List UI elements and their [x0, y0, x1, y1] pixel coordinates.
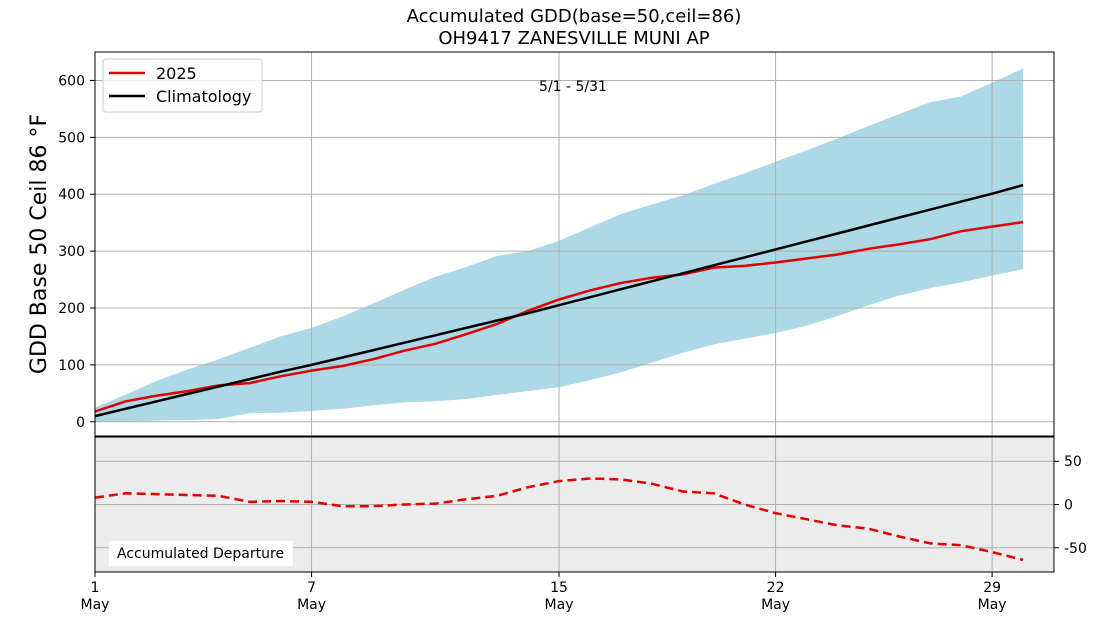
x-tick-month: May	[81, 597, 110, 613]
y-tick-label: 400	[58, 187, 85, 203]
y-tick-label: 600	[58, 73, 85, 89]
x-tick-month: May	[297, 597, 326, 613]
x-tick-day: 7	[307, 580, 316, 596]
departure-y-ticks: 50 0 -50	[1054, 454, 1087, 557]
chart-subtitle: OH9417 ZANESVILLE MUNI AP	[438, 28, 709, 49]
main-panel: 0 100 200 300 400 500 600 5/1 - 5/31 GDD Base …	[27, 51, 1055, 437]
dep-y-tick-label: -50	[1064, 541, 1087, 557]
y-tick-label: 300	[58, 244, 85, 260]
series-line-2025	[94, 220, 1024, 413]
x-tick-day: 15	[550, 580, 568, 596]
departure-label-box	[109, 541, 293, 566]
main-frame	[94, 51, 1055, 437]
x-tick-day: 29	[983, 580, 1001, 596]
x-tick-month: May	[978, 597, 1007, 613]
dep-y-tick-label: 50	[1064, 454, 1082, 470]
chart-title: Accumulated GDD(base=50,ceil=86)	[407, 6, 742, 27]
x-tick-day: 22	[767, 580, 785, 596]
y-tick-label: 200	[58, 301, 85, 317]
departure-frame	[94, 436, 1055, 573]
x-tick-month: May	[545, 597, 574, 613]
legend-label-2025: 2025	[156, 64, 197, 83]
date-range-label: 5/1 - 5/31	[539, 79, 607, 95]
y-tick-label: 0	[76, 415, 85, 431]
y-tick-label: 500	[58, 130, 85, 146]
y-tick-label: 100	[58, 358, 85, 374]
legend: 2025 Climatology	[102, 58, 263, 113]
x-tick-day: 1	[91, 580, 100, 596]
main-y-ticks: 0 100 200 300 400 500 600	[58, 73, 95, 431]
departure-label: Accumulated Departure	[117, 546, 284, 562]
departure-panel: 50 0 -50 Accumulated Departure	[94, 436, 1087, 573]
legend-label-climatology: Climatology	[156, 87, 251, 106]
series-line-climatology	[94, 183, 1024, 418]
dep-y-tick-label: 0	[1064, 498, 1073, 514]
y-axis-label: GDD Base 50 Ceil 86 °F	[27, 114, 52, 374]
x-tick-month: May	[761, 597, 790, 613]
departure-line	[94, 477, 1024, 562]
